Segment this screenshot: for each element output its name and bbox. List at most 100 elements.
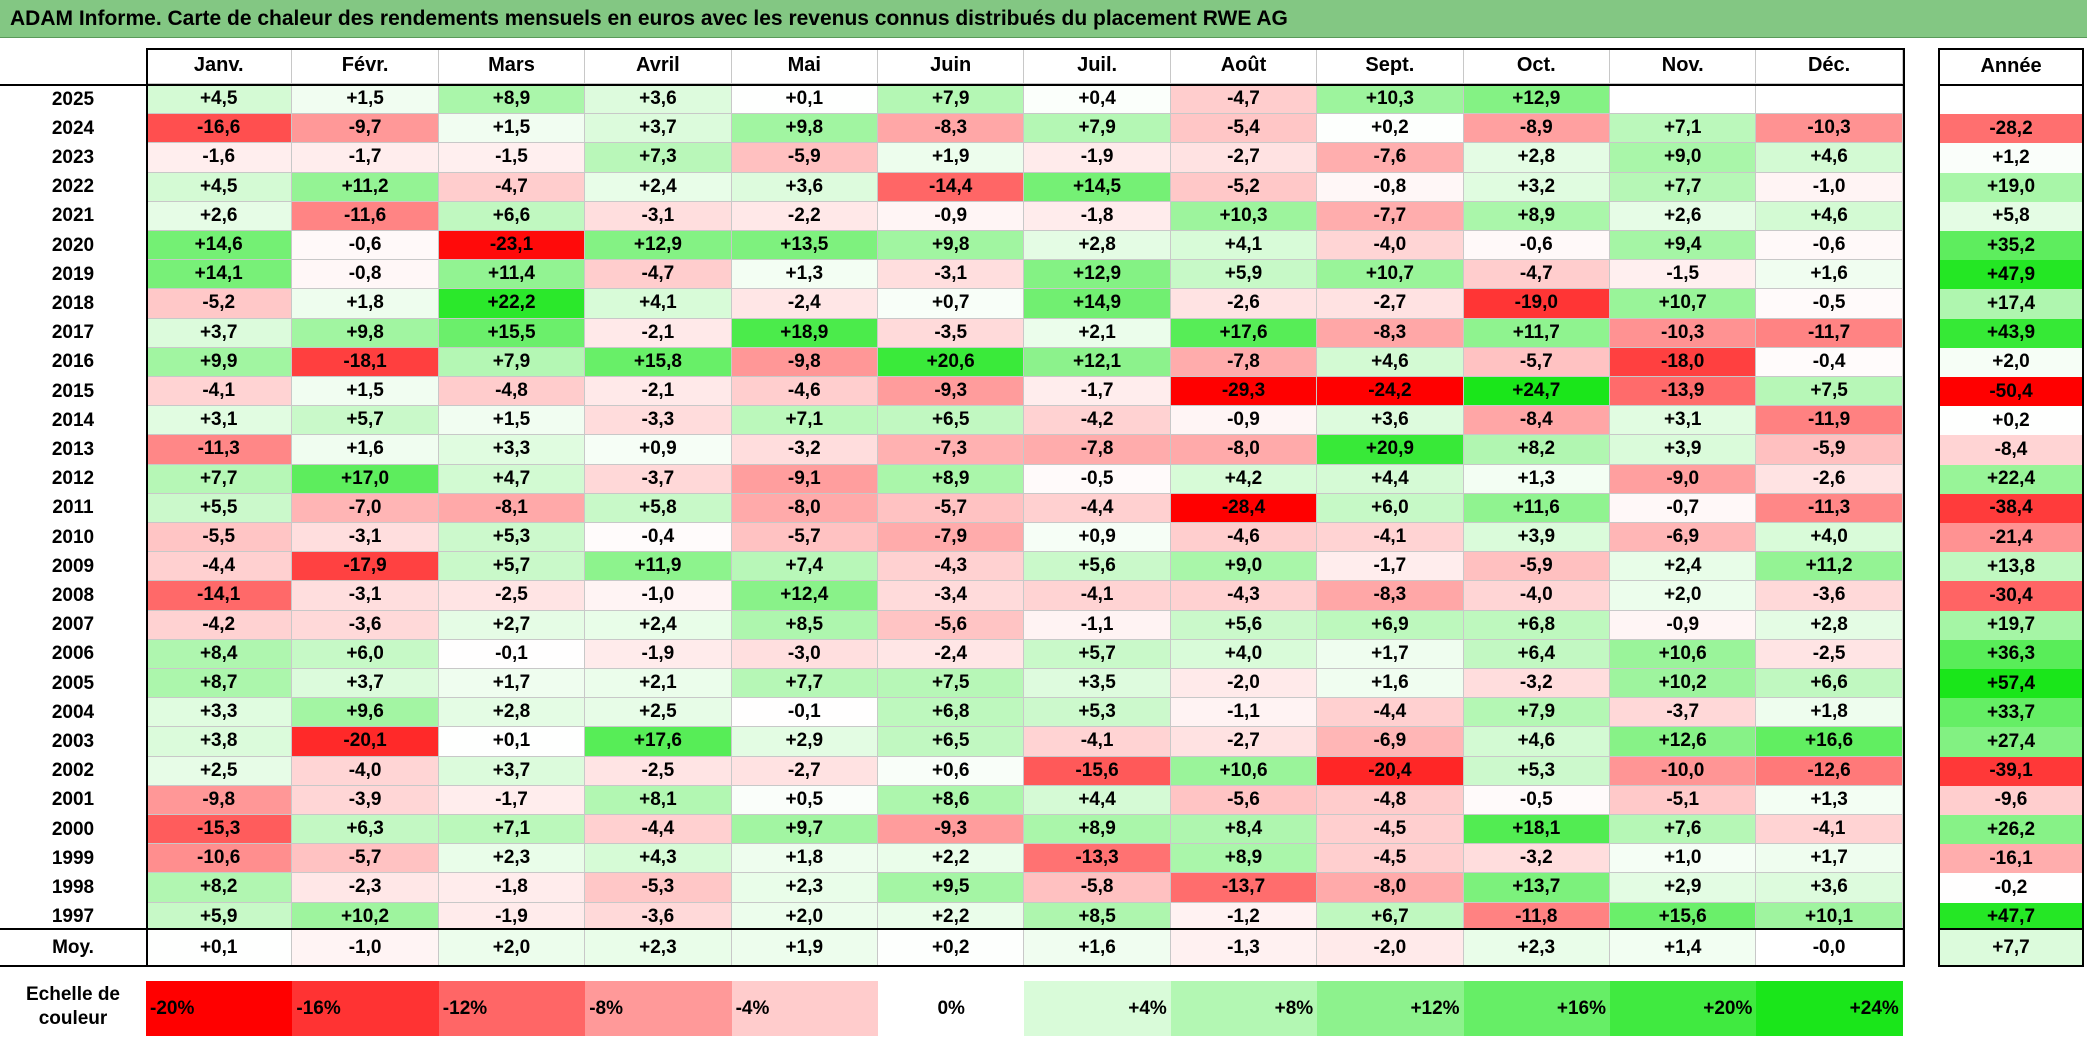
year-label: 2001 xyxy=(51,789,95,811)
heatmap-cell: +10,3 xyxy=(1170,201,1318,231)
heatmap-cell: -5,6 xyxy=(1170,785,1318,815)
heatmap-cell: +6,0 xyxy=(292,639,439,669)
heatmap-cell: -18,1 xyxy=(292,347,439,377)
heatmap-cell: -5,9 xyxy=(1463,552,1610,582)
heatmap-cell: +1,8 xyxy=(292,289,439,319)
heatmap-cell: +5,3 xyxy=(1024,698,1171,728)
annual-cell: +47,7 xyxy=(1938,902,2084,932)
year-label: 2022 xyxy=(51,176,95,198)
heatmap-cell: +7,7 xyxy=(146,464,293,494)
heatmap-cell: -13,7 xyxy=(1170,873,1318,903)
heatmap-cell: +1,3 xyxy=(1463,464,1610,494)
heatmap-cell: -17,9 xyxy=(292,552,439,582)
heatmap-cell: +11,6 xyxy=(1463,493,1610,523)
heatmap-cell: -1,0 xyxy=(1756,172,1903,202)
heatmap-cell: +7,7 xyxy=(731,669,878,699)
heatmap-cell: -7,7 xyxy=(1317,201,1464,231)
heatmap-cell: +7,1 xyxy=(731,406,878,436)
heatmap-cell: -4,8 xyxy=(1317,785,1464,815)
heatmap-cell: +1,3 xyxy=(731,260,878,290)
heatmap-cell: +15,8 xyxy=(585,347,732,377)
heatmap-cell: +7,1 xyxy=(438,815,586,845)
color-scale-swatch: +8% xyxy=(1170,981,1318,1036)
heatmap-cell: +4,1 xyxy=(585,289,732,319)
average-cell: +0,2 xyxy=(878,929,1025,967)
heatmap-cell: -2,5 xyxy=(585,756,732,786)
heatmap-cell: +12,6 xyxy=(1610,727,1757,757)
heatmap-cell: +10,6 xyxy=(1610,639,1757,669)
heatmap-cell: -1,9 xyxy=(585,639,732,669)
heatmap-cell: +6,8 xyxy=(878,698,1025,728)
annual-cell: -8,4 xyxy=(1938,435,2084,465)
heatmap-cell: +7,9 xyxy=(878,85,1025,115)
heatmap-cell: +3,9 xyxy=(1610,435,1757,465)
heatmap-cell: +3,7 xyxy=(438,756,586,786)
heatmap-cell: -1,5 xyxy=(1610,260,1757,290)
heatmap-cell: +1,3 xyxy=(1756,785,1903,815)
heatmap-cell: +4,3 xyxy=(585,844,732,874)
heatmap-cell: -3,1 xyxy=(585,201,732,231)
month-header: Juin xyxy=(878,48,1025,84)
heatmap-cell: -2,6 xyxy=(1170,289,1318,319)
heatmap-cell: +9,0 xyxy=(1610,143,1757,173)
heatmap-cell: +6,0 xyxy=(1317,493,1464,523)
heatmap-cell: +5,7 xyxy=(292,406,439,436)
heatmap-cell: +6,3 xyxy=(292,815,439,845)
heatmap-cell: +13,5 xyxy=(731,231,878,261)
heatmap-cell: -1,8 xyxy=(1024,201,1171,231)
heatmap-cell: -1,0 xyxy=(585,581,732,611)
heatmap-cell: +10,2 xyxy=(292,902,439,932)
heatmap-cell: +6,9 xyxy=(1317,610,1464,640)
average-label: Moy. xyxy=(52,937,94,958)
heatmap-cell: -11,9 xyxy=(1756,406,1903,436)
heatmap-cell: +5,9 xyxy=(1170,260,1318,290)
year-label: 2023 xyxy=(51,146,95,168)
color-scale-label-line2: couleur xyxy=(38,1008,108,1029)
heatmap-cell: +7,5 xyxy=(878,669,1025,699)
heatmap-cell: +5,7 xyxy=(1024,639,1171,669)
heatmap-cell: -4,5 xyxy=(1317,844,1464,874)
heatmap-cell: -2,7 xyxy=(1170,143,1318,173)
annual-cell: +36,3 xyxy=(1938,639,2084,669)
heatmap-cell: +4,6 xyxy=(1463,727,1610,757)
heatmap-cell: +8,5 xyxy=(731,610,878,640)
heatmap-cell: +10,3 xyxy=(1317,85,1464,115)
annual-cell: +19,0 xyxy=(1938,172,2084,202)
year-label: 2008 xyxy=(51,584,95,606)
color-scale-label: Echelle de couleur xyxy=(0,978,146,1036)
heatmap-cell: -11,7 xyxy=(1756,318,1903,348)
heatmap-cell: -0,4 xyxy=(1756,347,1903,377)
year-label: 2016 xyxy=(51,351,95,373)
heatmap-cell: +17,6 xyxy=(585,727,732,757)
month-header: Déc. xyxy=(1756,48,1903,84)
heatmap-cell: -2,0 xyxy=(1170,669,1318,699)
heatmap-cell: +9,4 xyxy=(1610,231,1757,261)
year-label: 2005 xyxy=(51,672,95,694)
heatmap-cell: +8,2 xyxy=(1463,435,1610,465)
heatmap-cell: +14,9 xyxy=(1024,289,1171,319)
heatmap-cell: +8,4 xyxy=(146,639,293,669)
heatmap-cell: -8,0 xyxy=(731,493,878,523)
heatmap-cell: +0,9 xyxy=(1024,523,1171,553)
color-scale-swatch: 0% xyxy=(878,981,1025,1036)
heatmap-cell: -4,4 xyxy=(146,552,293,582)
heatmap-cell: +11,2 xyxy=(1756,552,1903,582)
heatmap-cell: -0,5 xyxy=(1756,289,1903,319)
heatmap-cell: +10,7 xyxy=(1317,260,1464,290)
month-header: Sept. xyxy=(1317,48,1464,84)
heatmap-cell: +9,5 xyxy=(878,873,1025,903)
annual-cell: +27,4 xyxy=(1938,727,2084,757)
heatmap-cell: -10,6 xyxy=(146,844,293,874)
heatmap-cell: -10,3 xyxy=(1610,318,1757,348)
heatmap-cell: +0,6 xyxy=(878,756,1025,786)
annual-cell: -0,2 xyxy=(1938,873,2084,903)
year-label: 2004 xyxy=(51,701,95,723)
heatmap-cell: +2,8 xyxy=(1024,231,1171,261)
heatmap-cell: +0,7 xyxy=(878,289,1025,319)
heatmap-cell: +9,8 xyxy=(731,114,878,144)
heatmap-cell: -5,4 xyxy=(1170,114,1318,144)
heatmap-cell: -7,0 xyxy=(292,493,439,523)
heatmap-cell: +1,7 xyxy=(1317,639,1464,669)
header-divider-line xyxy=(0,84,1905,86)
heatmap-cell: -9,3 xyxy=(878,815,1025,845)
